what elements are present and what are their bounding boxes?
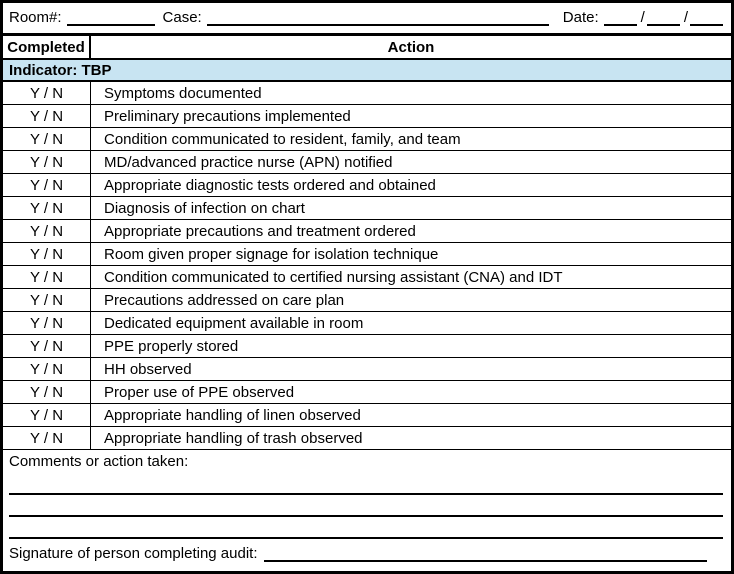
table-row: Y / N Dedicated equipment available in r… [3, 312, 731, 335]
action-cell: Appropriate handling of trash observed [104, 429, 363, 447]
completed-cell[interactable]: Y / N [3, 358, 91, 380]
action-cell: Condition communicated to resident, fami… [104, 130, 461, 148]
comments-line-2[interactable] [9, 495, 723, 517]
comments-line-1[interactable] [9, 473, 723, 495]
table-row: Y / N Symptoms documented [3, 82, 731, 105]
completed-cell[interactable]: Y / N [3, 197, 91, 219]
action-cell: Condition communicated to certified nurs… [104, 268, 563, 286]
completed-cell[interactable]: Y / N [3, 312, 91, 334]
table-header-row: Completed Action [3, 36, 731, 60]
date-separator: / [640, 9, 645, 26]
table-row: Y / N PPE properly stored [3, 335, 731, 358]
table-row: Y / N Appropriate handling of trash obse… [3, 427, 731, 450]
date-blank-3[interactable] [690, 22, 723, 26]
table-row: Y / N Preliminary precautions implemente… [3, 105, 731, 128]
action-cell: Appropriate diagnostic tests ordered and… [104, 176, 436, 194]
table-row: Y / N Appropriate diagnostic tests order… [3, 174, 731, 197]
completed-cell[interactable]: Y / N [3, 128, 91, 150]
action-cell: Preliminary precautions implemented [104, 107, 351, 125]
completed-column-header: Completed [3, 36, 91, 58]
action-cell: MD/advanced practice nurse (APN) notifie… [104, 153, 393, 171]
completed-cell[interactable]: Y / N [3, 82, 91, 104]
date-blank-1[interactable] [603, 22, 637, 26]
table-row: Y / N Room given proper signage for isol… [3, 243, 731, 266]
table-row: Y / N Proper use of PPE observed [3, 381, 731, 404]
action-cell: Proper use of PPE observed [104, 383, 295, 401]
table-row: Y / N MD/advanced practice nurse (APN) n… [3, 151, 731, 174]
action-cell: Room given proper signage for isolation … [104, 245, 439, 263]
action-cell: Diagnosis of infection on chart [104, 199, 305, 217]
completed-cell[interactable]: Y / N [3, 174, 91, 196]
case-label: Case: [162, 9, 202, 26]
completed-cell[interactable]: Y / N [3, 335, 91, 357]
table-row: Y / N Condition communicated to resident… [3, 128, 731, 151]
table-row: Y / N Precautions addressed on care plan [3, 289, 731, 312]
room-number-blank[interactable] [66, 22, 155, 26]
action-cell: Appropriate precautions and treatment or… [104, 222, 416, 240]
signature-row: Signature of person completing audit: [9, 543, 723, 565]
comments-section: Comments or action taken: Signature of p… [3, 450, 731, 571]
completed-cell[interactable]: Y / N [3, 289, 91, 311]
action-cell: Symptoms documented [104, 84, 262, 102]
completed-cell[interactable]: Y / N [3, 243, 91, 265]
comments-line-3[interactable] [9, 517, 723, 539]
completed-cell[interactable]: Y / N [3, 266, 91, 288]
form-header-row: Room#: Case: Date: / / [3, 3, 731, 36]
signature-blank[interactable] [263, 558, 707, 562]
date-label: Date: [562, 9, 599, 26]
action-cell: Precautions addressed on care plan [104, 291, 345, 309]
table-row: Y / N Diagnosis of infection on chart [3, 197, 731, 220]
signature-label: Signature of person completing audit: [9, 545, 258, 562]
room-number-label: Room#: [9, 9, 62, 26]
case-blank[interactable] [206, 22, 549, 26]
completed-cell[interactable]: Y / N [3, 427, 91, 449]
table-row: Y / N Condition communicated to certifie… [3, 266, 731, 289]
completed-cell[interactable]: Y / N [3, 220, 91, 242]
completed-cell[interactable]: Y / N [3, 404, 91, 426]
date-separator: / [683, 9, 688, 26]
action-cell: HH observed [104, 360, 192, 378]
action-column-header: Action [387, 38, 435, 56]
comments-label: Comments or action taken: [9, 453, 189, 470]
table-row: Y / N Appropriate precautions and treatm… [3, 220, 731, 243]
completed-cell[interactable]: Y / N [3, 105, 91, 127]
action-cell: Appropriate handling of linen observed [104, 406, 361, 424]
indicator-label: Indicator: TBP [9, 61, 112, 79]
indicator-row: Indicator: TBP [3, 60, 731, 82]
action-cell: PPE properly stored [104, 337, 239, 355]
completed-cell[interactable]: Y / N [3, 381, 91, 403]
table-row: Y / N HH observed [3, 358, 731, 381]
completed-cell[interactable]: Y / N [3, 151, 91, 173]
date-blank-2[interactable] [646, 22, 680, 26]
action-cell: Dedicated equipment available in room [104, 314, 364, 332]
table-row: Y / N Appropriate handling of linen obse… [3, 404, 731, 427]
